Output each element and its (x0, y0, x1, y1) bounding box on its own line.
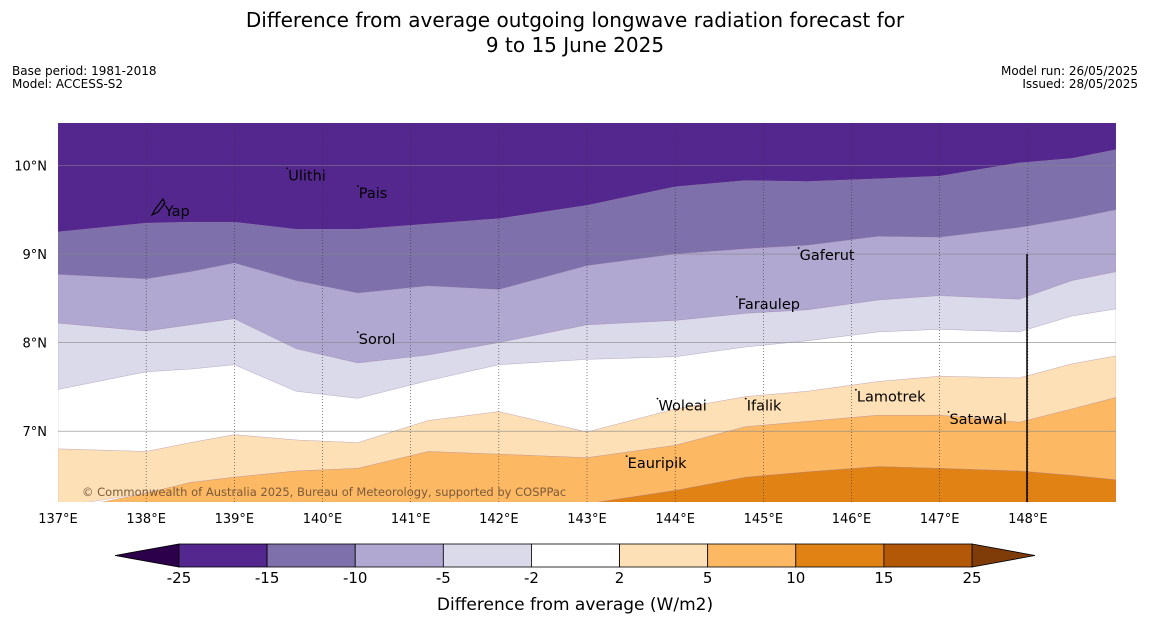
colorbar-tick-label: 25 (962, 569, 981, 587)
place-label: Sorol (359, 332, 396, 348)
island-marker (947, 410, 950, 413)
yap-island-shape (150, 197, 166, 217)
place-label: Woleai (659, 399, 707, 415)
colorbar-segment (531, 543, 620, 568)
x-tick-label: 148°E (1008, 512, 1048, 527)
colorbar-tick-label: 10 (786, 569, 805, 587)
y-tick-labels: 10°N 9°N 8°N 7°N (14, 160, 47, 441)
colorbar-tick-label: -5 (436, 569, 451, 587)
title-line-1: Difference from average outgoing longwav… (245, 8, 905, 32)
colorbar-segment (707, 543, 797, 568)
colorbar-segment (883, 543, 973, 568)
title-line-2: 9 to 15 June 2025 (485, 33, 665, 57)
colorbar-segment (354, 543, 444, 568)
copyright-notice: © Commonwealth of Australia 2025, Bureau… (82, 485, 566, 499)
x-tick-label: 143°E (567, 512, 607, 527)
colorbar-tick-label: -15 (255, 569, 280, 587)
island-marker (797, 247, 800, 249)
island-marker (656, 397, 659, 400)
colorbar-extend-low (114, 543, 180, 568)
colorbar-tick-label: -10 (343, 569, 368, 587)
colorbar-tick-label: 2 (615, 569, 625, 587)
island-marker (162, 202, 165, 205)
colorbar-extend-high (971, 543, 1036, 568)
place-label: Yap (164, 204, 190, 220)
x-tick-label: 139°E (215, 512, 255, 527)
map-title: Difference from average outgoing longwav… (0, 8, 1150, 58)
colorbar-tick-label: 15 (874, 569, 893, 587)
x-tick-label: 146°E (832, 512, 872, 527)
place-label: Faraulep (738, 297, 800, 313)
colorbar-tick-label: 5 (703, 569, 713, 587)
place-label: Eauripik (628, 456, 687, 472)
island-marker (625, 455, 628, 458)
base-info: Base period: 1981-2018 Model: ACCESS-S2 (12, 65, 157, 91)
gridlines (58, 123, 1116, 502)
x-tick-label: 147°E (920, 512, 960, 527)
base-period: Base period: 1981-2018 (12, 64, 157, 78)
colorbar-segment (442, 543, 532, 568)
colorbar: -25 -15 -10 -5 -2 2 5 10 15 25 (114, 543, 1036, 587)
place-labels: Yap Ulithi Pais Gaferut Faraulep Sorol Woleai I… (162, 167, 1007, 472)
x-tick-labels: 137°E 138°E 139°E 140°E 141°E 142°E 143°E 144°E… (38, 512, 1047, 527)
issued-date: Issued: 28/05/2025 (1022, 77, 1138, 91)
island-marker (356, 331, 359, 334)
colorbar-tick-label: -25 (167, 569, 192, 587)
colorbar-label: Difference from average (W/m2) (437, 595, 713, 615)
y-tick-label: 10°N (14, 160, 47, 175)
y-tick-label: 8°N (23, 337, 48, 352)
colorbar-segment (266, 543, 356, 568)
colorbar-tick-label: -2 (524, 569, 539, 587)
place-label: Ifalik (747, 399, 782, 415)
colorbar-segment (795, 543, 885, 568)
island-marker (735, 295, 738, 298)
x-tick-label: 138°E (126, 512, 166, 527)
colorbar-segment (178, 543, 268, 568)
y-tick-label: 9°N (23, 248, 48, 263)
island-marker (286, 167, 289, 170)
x-tick-label: 140°E (303, 512, 343, 527)
island-marker (855, 388, 857, 391)
model-run: Model run: 26/05/2025 (1000, 64, 1138, 78)
place-label: Ulithi (288, 168, 326, 184)
x-tick-label: 137°E (38, 512, 78, 527)
place-label: Pais (359, 186, 388, 202)
island-marker (744, 397, 747, 400)
x-tick-label: 141°E (391, 512, 431, 527)
colorbar-segment (619, 543, 709, 568)
y-tick-label: 7°N (23, 425, 48, 440)
place-label: Lamotrek (857, 390, 926, 406)
contour-bands (58, 123, 1116, 502)
x-tick-label: 142°E (479, 512, 519, 527)
island-marker (356, 185, 359, 187)
coastline (150, 197, 1028, 502)
contour-band (597, 466, 1116, 502)
contour-band (101, 397, 1116, 502)
model-name: Model: ACCESS-S2 (12, 77, 124, 91)
place-label: Satawal (949, 412, 1006, 428)
run-info: Model run: 26/05/2025 Issued: 28/05/2025 (1001, 65, 1138, 91)
place-label: Gaferut (800, 248, 855, 264)
x-tick-label: 145°E (744, 512, 784, 527)
x-tick-label: 144°E (655, 512, 695, 527)
